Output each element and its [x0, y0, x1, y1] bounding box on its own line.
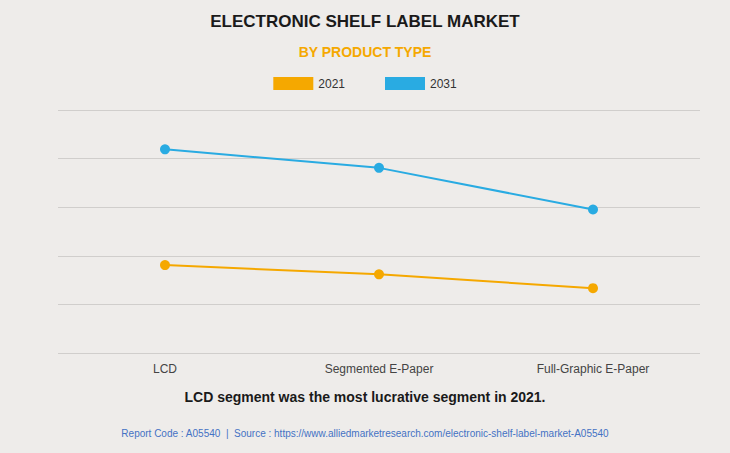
svg-text:LCD segment was the most lucra: LCD segment was the most lucrative segme…: [184, 389, 545, 405]
svg-text:Report Code : A05540 | Sourc: Report Code : A05540 | Source : https://…: [121, 428, 609, 439]
svg-text:ELECTRONIC SHELF LABEL MARKET: ELECTRONIC SHELF LABEL MARKET: [210, 12, 520, 31]
svg-text:2031: 2031: [430, 77, 457, 91]
svg-text:Segmented E-Paper: Segmented E-Paper: [325, 362, 434, 376]
svg-text:LCD: LCD: [153, 362, 177, 376]
svg-text:2021: 2021: [318, 77, 345, 91]
svg-text:BY PRODUCT TYPE: BY PRODUCT TYPE: [299, 44, 432, 60]
svg-text:Full-Graphic E-Paper: Full-Graphic E-Paper: [537, 362, 650, 376]
